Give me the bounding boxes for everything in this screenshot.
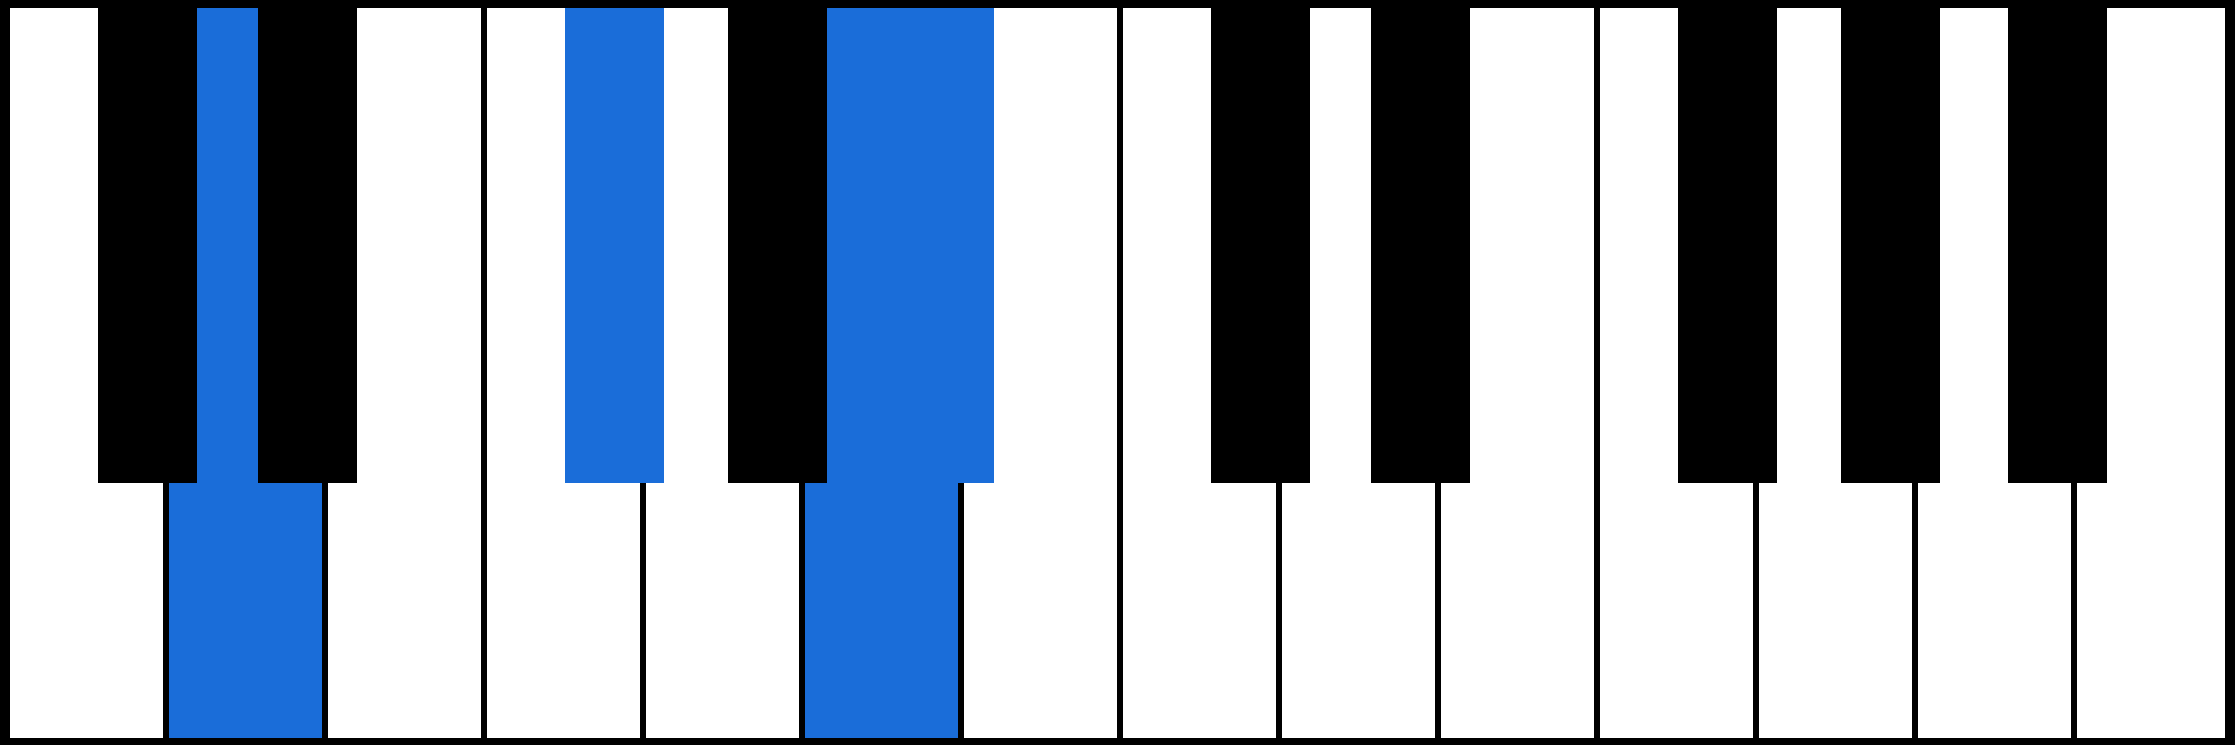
black-key-asharp-4 [895, 8, 994, 483]
piano-keyboard [0, 0, 2235, 745]
black-key-csharp-5 [1211, 8, 1310, 483]
black-key-dsharp-1 [258, 8, 357, 483]
black-key-asharp-9 [2008, 8, 2107, 483]
black-key-gsharp-8 [1841, 8, 1940, 483]
black-key-gsharp-3 [728, 8, 827, 483]
black-key-fsharp-7 [1678, 8, 1777, 483]
black-key-csharp-0 [98, 8, 197, 483]
black-key-dsharp-6 [1371, 8, 1470, 483]
black-key-fsharp-2 [565, 8, 664, 483]
